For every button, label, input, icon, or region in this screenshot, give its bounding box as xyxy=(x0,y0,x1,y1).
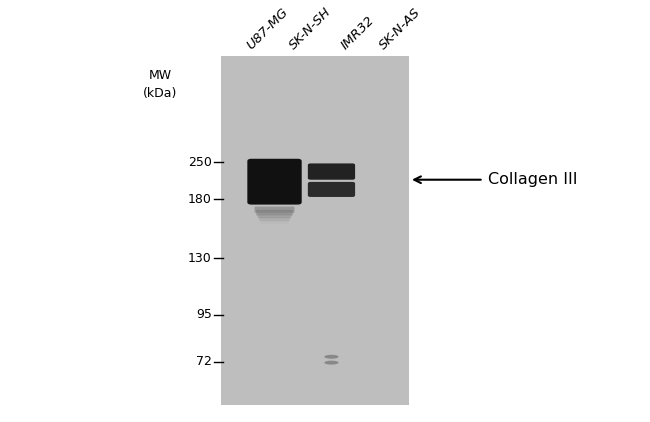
Text: Collagen III: Collagen III xyxy=(488,172,578,187)
Bar xyxy=(222,56,409,405)
FancyBboxPatch shape xyxy=(261,220,289,224)
Text: SK-N-AS: SK-N-AS xyxy=(377,6,424,52)
Text: 250: 250 xyxy=(188,156,212,169)
Text: (kDa): (kDa) xyxy=(143,87,177,100)
Text: 72: 72 xyxy=(196,355,212,368)
Ellipse shape xyxy=(324,355,339,359)
FancyBboxPatch shape xyxy=(248,159,302,205)
Text: 180: 180 xyxy=(188,193,212,206)
Ellipse shape xyxy=(324,361,339,365)
Text: IMR32: IMR32 xyxy=(339,14,377,52)
Text: 95: 95 xyxy=(196,308,212,322)
Text: 130: 130 xyxy=(188,252,212,265)
FancyBboxPatch shape xyxy=(256,210,293,216)
FancyBboxPatch shape xyxy=(257,213,291,218)
Text: SK-N-SH: SK-N-SH xyxy=(287,5,333,52)
FancyBboxPatch shape xyxy=(255,206,294,213)
FancyBboxPatch shape xyxy=(259,216,290,221)
FancyBboxPatch shape xyxy=(308,182,355,197)
Text: MW: MW xyxy=(148,69,172,82)
Text: U87-MG: U87-MG xyxy=(244,6,291,52)
FancyBboxPatch shape xyxy=(308,163,355,180)
